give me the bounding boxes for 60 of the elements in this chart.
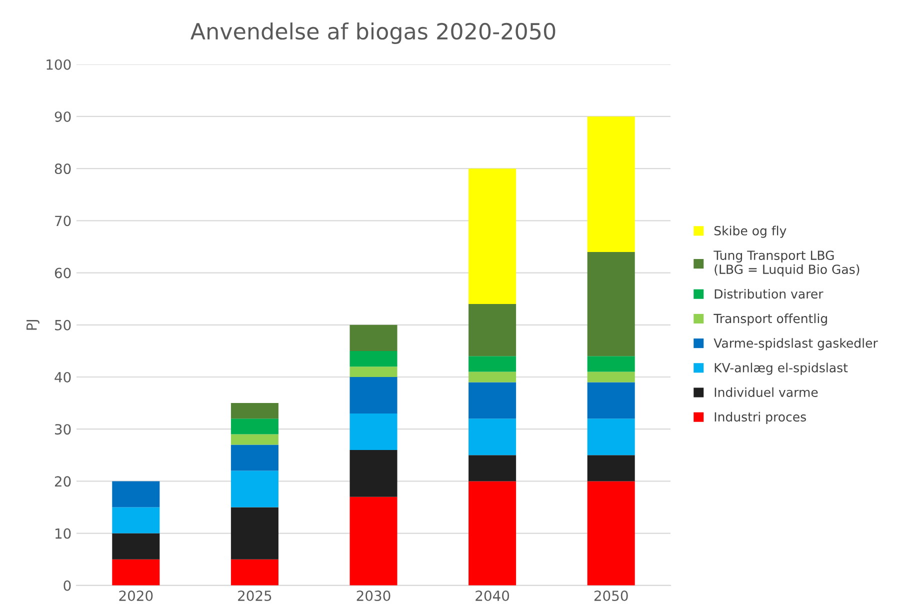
bar [468,481,516,586]
bar [230,434,278,445]
y-tick-label: 10 [55,528,71,539]
bar [230,507,278,560]
bar [350,496,398,586]
x-tick-label: 2050 [594,590,628,602]
y-tick-label: 60 [54,268,71,278]
legend-label: KV-anlæg el-spidslast [714,362,848,375]
bar [230,444,278,471]
bar [587,356,635,372]
bar [112,559,160,586]
y-tick-label: 0 [64,580,71,591]
x-tick-label: 2030 [356,590,390,602]
y-tick-label: 90 [54,111,71,122]
chart-title: Anvendelse af biogas 2020-2050 [190,22,556,44]
bar [468,168,516,304]
bar [468,418,516,456]
legend-label: Transport offentlig [714,314,827,326]
bar [230,559,278,586]
bar [587,481,635,586]
legend-label: Tung Transport LBG (LBG = Luquid Bio Gas) [714,250,860,276]
bar [350,350,398,367]
y-tick-label: 100 [46,59,71,70]
bar [468,455,516,482]
bar [468,382,516,419]
y-tick-label: 80 [54,164,71,174]
y-tick-label: 40 [54,372,71,382]
bar [230,470,278,508]
bar [587,455,635,482]
bar [587,116,635,252]
x-tick-label: 2040 [476,590,510,602]
bar [468,356,516,372]
bar [112,481,160,508]
y-tick-label: 50 [55,320,71,330]
bar [587,372,635,382]
bar [468,372,516,382]
legend-label: Industri proces [714,412,806,424]
bar [468,304,516,356]
bar [587,418,635,456]
y-axis-title: PJ [26,320,40,330]
bar [587,252,635,356]
bar [587,382,635,419]
bar [350,413,398,450]
bar [350,324,398,351]
y-tick-label: 20 [54,476,71,487]
y-tick-label: 30 [55,424,71,435]
legend-label: Varme-spidslast gaskedler [714,338,878,350]
bar [230,403,278,419]
legend-label: Individuel varme [714,387,818,398]
bar [230,418,278,434]
x-tick-label: 2025 [238,590,272,602]
bar [350,376,398,414]
bar [350,450,398,497]
x-tick-label: 2020 [119,590,153,602]
legend-label: Skibe og fly [714,226,786,238]
bar [350,366,398,377]
bar [112,533,160,560]
legend-label: Distribution varer [714,288,824,299]
y-tick-label: 70 [55,216,71,226]
bar [112,507,160,534]
